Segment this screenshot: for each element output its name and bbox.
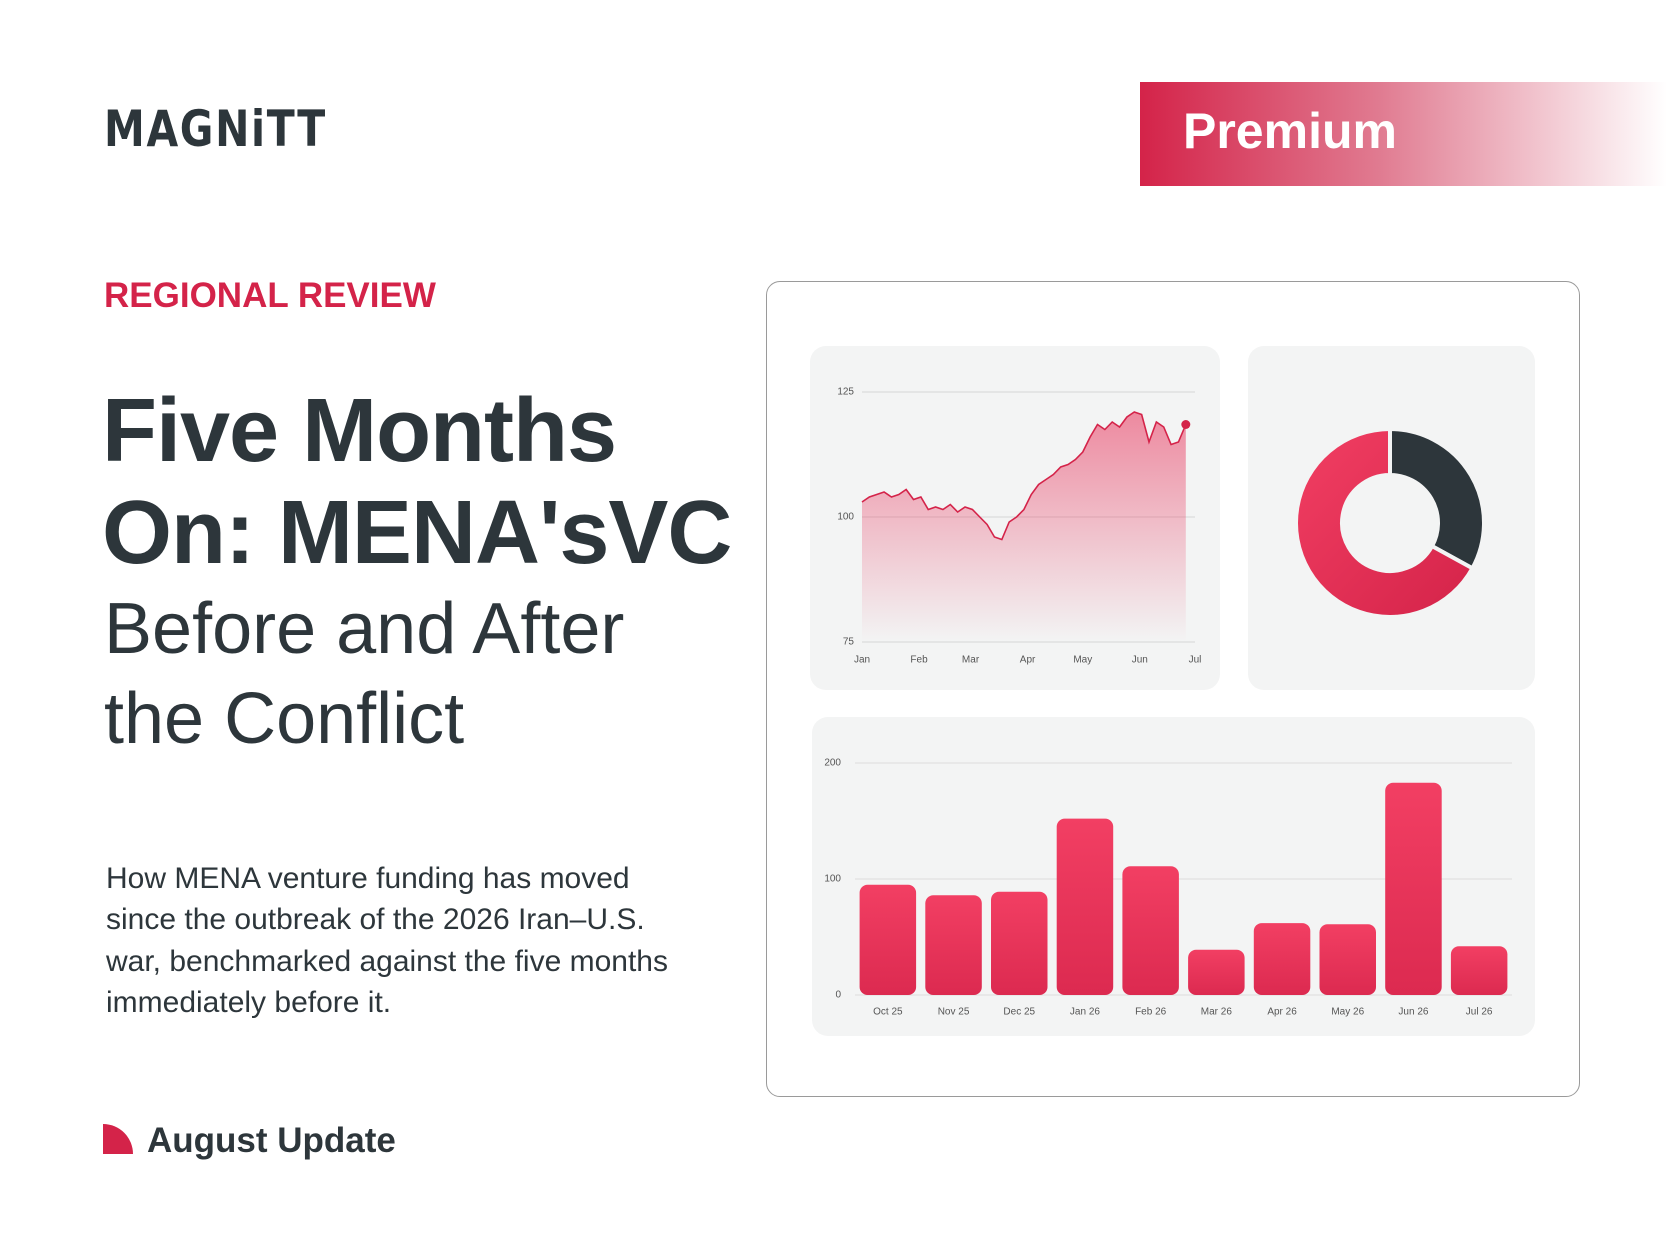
x-tick-label: Jan (854, 655, 870, 666)
title-line: On: MENA'sVC (102, 483, 732, 583)
bar (1319, 924, 1377, 995)
title-line: Five Months (102, 381, 617, 481)
y-tick-label: 100 (824, 874, 841, 885)
chart-card (766, 281, 1580, 1097)
x-tick-label: May (1073, 655, 1092, 666)
y-tick-label: 0 (835, 990, 841, 1001)
bar (1253, 923, 1311, 995)
x-tick-label: Mar (962, 655, 980, 666)
x-tick-label: May 26 (1331, 1007, 1364, 1018)
x-tick-label: Apr (1020, 655, 1036, 666)
x-tick-label: Jul 26 (1466, 1007, 1493, 1018)
y-tick-label: 100 (837, 512, 854, 523)
x-tick-label: Feb 26 (1135, 1007, 1167, 1018)
x-tick-label: Mar 26 (1201, 1007, 1233, 1018)
eyebrow: REGIONAL REVIEW (104, 276, 436, 315)
end-marker (1181, 420, 1191, 429)
bar (990, 891, 1048, 995)
area (862, 412, 1186, 642)
badge-text: Premium (1183, 103, 1397, 159)
bar (1188, 949, 1245, 995)
x-tick-label: Jan 26 (1070, 1007, 1100, 1018)
x-tick-label: Jun (1132, 655, 1148, 666)
x-tick-label: Jul (1189, 655, 1202, 666)
description-line: immediately before it. (106, 986, 392, 1019)
x-tick-label: Oct 25 (873, 1007, 903, 1018)
bar (1385, 782, 1442, 995)
x-tick-label: Feb (910, 655, 928, 666)
x-tick-label: Apr 26 (1267, 1007, 1297, 1018)
subtitle-line: the Conflict (104, 679, 465, 759)
premium-badge: Premium (1140, 82, 1667, 186)
donut-slice (1294, 426, 1476, 619)
x-tick-label: Dec 25 (1003, 1007, 1035, 1018)
y-tick-label: 75 (843, 637, 855, 648)
x-tick-label: Nov 25 (938, 1007, 970, 1018)
donut-slice (1388, 426, 1486, 572)
description-line: since the outbreak of the 2026 Iran–U.S. (106, 903, 645, 936)
bar (925, 895, 982, 995)
description-line: How MENA venture funding has moved (106, 862, 630, 895)
x-tick-label: Jun 26 (1398, 1007, 1428, 1018)
line (861, 411, 1187, 541)
subtitle-line: Before and After (104, 589, 625, 669)
y-tick-label: 125 (837, 387, 854, 398)
footer-text: August Update (147, 1121, 396, 1160)
bar (1122, 866, 1179, 995)
bar (1450, 946, 1508, 995)
description-line: war, benchmarked against the five months (106, 945, 668, 978)
y-tick-label: 200 (824, 758, 841, 769)
bar (859, 884, 917, 995)
chart-panel (1248, 346, 1535, 690)
bar (1056, 818, 1114, 995)
logo: MAGNiTT (104, 100, 327, 158)
